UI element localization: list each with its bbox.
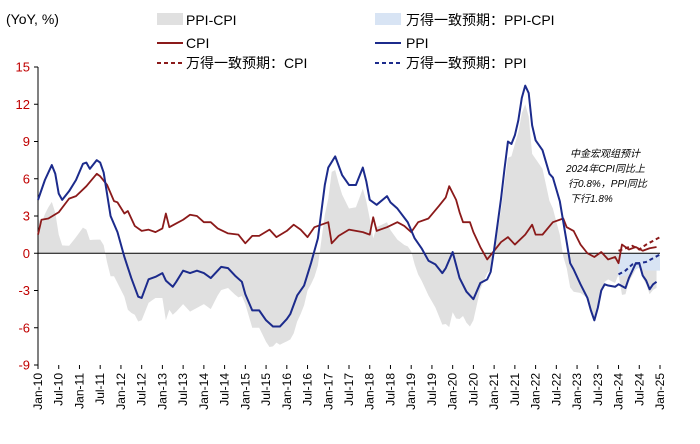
annotation-line-2: 2024年CPI同比上 [565,163,646,175]
y-tick-label: 12 [16,97,30,112]
annotation-line-1: 中金宏观组预计 [570,148,641,160]
x-tick-label: Jul-12 [135,373,149,406]
legend: PPI-CPI 万得一致预期：PPI-CPI CPI PPI 万得一致预期：CP… [157,12,555,71]
y-unit-label: (YoY, %) [6,11,59,27]
x-tick-label: Jan-22 [529,373,543,410]
x-tick-label: Jan-14 [197,373,211,410]
x-tick-label: Jan-18 [363,373,377,410]
x-tick-label: Jan-20 [446,373,460,410]
x-tick-label: Jan-19 [404,373,418,410]
legend-label-cpi: CPI [186,35,209,51]
x-tick-label: Jul-23 [591,373,605,406]
legend-label-forecast-ppi-cpi: 万得一致预期：PPI-CPI [406,12,555,28]
y-tick-label: -6 [18,320,30,335]
y-tick-label: 6 [23,171,30,186]
ppi-cpi-area [38,104,657,347]
x-tick-label: Jul-21 [508,373,522,406]
ppi-line [37,84,658,328]
x-tick-label: Jul-17 [342,373,356,406]
legend-label-forecast-ppi: 万得一致预期：PPI [406,55,527,71]
legend-swatch-forecast-ppi-cpi [375,13,401,25]
x-tick-label: Jul-15 [259,373,273,406]
x-tick-label: Jul-18 [384,373,398,406]
forecast-annotation: 中金宏观组预计 2024年CPI同比上 行0.8%，PPI同比 下行1.8% [565,148,648,205]
x-tick-label: Jan-10 [31,373,45,410]
x-tick-label: Jan-17 [321,373,335,410]
y-tick-label: 3 [23,209,30,224]
y-tick-label: 0 [23,246,30,261]
annotation-line-3: 行0.8%，PPI同比 [568,178,648,190]
legend-label-ppi-cpi: PPI-CPI [186,12,237,28]
x-tick-label: Jul-20 [466,373,480,406]
x-tick-label: Jan-23 [570,373,584,410]
x-tick-label: Jan-15 [238,373,252,410]
annotation-line-4: 下行1.8% [570,193,613,205]
x-tick-label: Jan-25 [653,373,667,410]
x-tick-label: Jul-19 [425,373,439,406]
y-tick-label: -9 [18,358,30,373]
x-tick-label: Jul-16 [301,373,315,406]
x-tick-label: Jul-13 [176,373,190,406]
x-tick-label: Jul-11 [93,373,107,405]
x-tick-label: Jan-21 [487,373,501,410]
x-tick-label: Jan-16 [280,373,294,410]
x-tick-label: Jan-11 [73,373,87,409]
x-tick-label: Jul-24 [632,373,646,406]
y-tick-label: 15 [16,60,30,75]
legend-label-ppi: PPI [406,35,429,51]
x-tick-label: Jan-12 [114,373,128,410]
x-tick-label: Jul-10 [52,373,66,406]
x-tick-label: Jul-22 [549,373,563,406]
x-tick-label: Jan-24 [612,373,626,410]
forecast-ppi-line [618,253,661,276]
legend-label-forecast-cpi: 万得一致预期：CPI [186,55,307,71]
y-tick-label: -3 [18,283,30,298]
legend-swatch-ppi-cpi [157,13,183,25]
forecast-cpi-line [618,236,661,252]
series-lines [37,84,661,328]
y-tick-label: 9 [23,134,30,149]
x-tick-label: Jul-14 [218,373,232,406]
x-tick-label: Jan-13 [155,373,169,410]
